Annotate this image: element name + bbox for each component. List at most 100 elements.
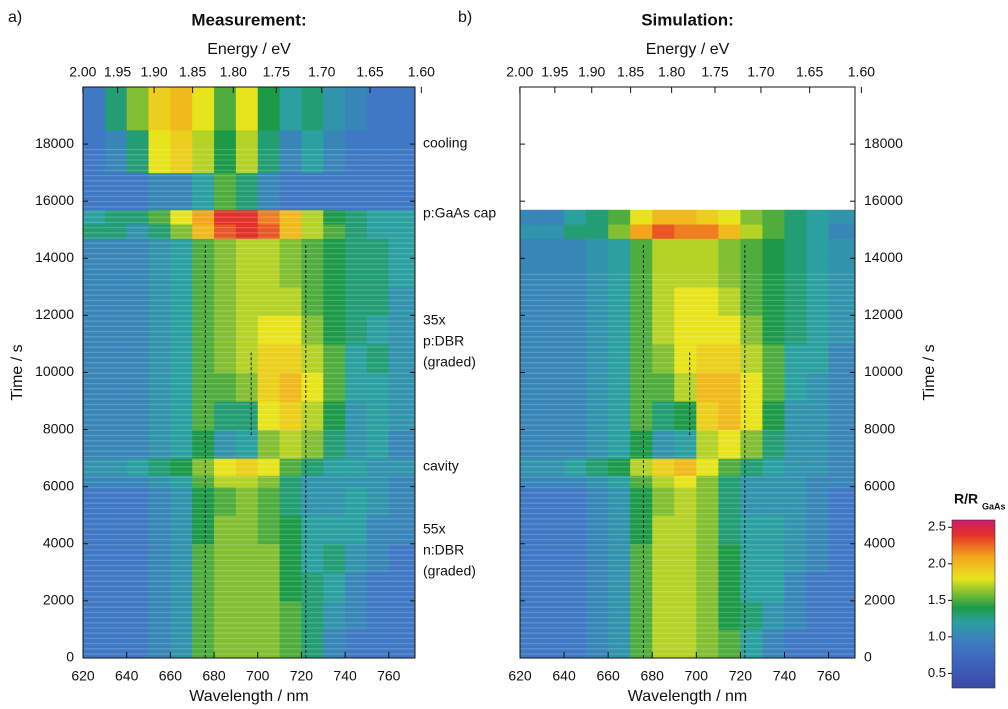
heatmap-cell — [586, 600, 609, 630]
heatmap-cell — [608, 572, 631, 602]
heatmap-cell — [784, 429, 808, 459]
heatmap-cell — [564, 515, 587, 545]
heatmap-cell — [214, 258, 237, 288]
heatmap-cell — [608, 515, 631, 545]
heatmap-cell — [520, 543, 543, 573]
heatmap-cell — [740, 486, 763, 516]
heatmap-cell — [608, 475, 631, 488]
heatmap-cell — [170, 429, 193, 459]
heatmap-cell — [696, 486, 719, 516]
heatmap-cell — [366, 572, 390, 602]
heatmap-cell — [366, 372, 390, 402]
heatmap-cell — [784, 629, 808, 659]
heatmap-cell — [83, 87, 106, 131]
heatmap-cell — [301, 238, 324, 259]
heatmap-cell — [170, 543, 193, 573]
y-tick-label: 2000 — [43, 592, 74, 608]
heatmap-cell — [388, 600, 416, 630]
heatmap-cell — [83, 543, 106, 573]
heatmap-cell — [323, 224, 346, 239]
heatmap-cell — [366, 475, 390, 488]
heatmap-cell — [83, 129, 106, 174]
x2-tick-label: 1.65 — [356, 64, 383, 80]
heatmap-cell — [740, 315, 763, 345]
heatmap-cell — [762, 401, 785, 431]
heatmap-cell — [257, 372, 281, 402]
heatmap-cell — [806, 515, 830, 545]
heatmap-cell — [279, 486, 302, 516]
heatmap-cell — [608, 629, 631, 659]
heatmap-cell — [388, 429, 416, 459]
heatmap-cell — [301, 429, 324, 459]
heatmap-cell — [762, 475, 785, 488]
heatmap-cell — [345, 572, 368, 602]
heatmap-cell — [192, 543, 215, 573]
heatmap-cell — [235, 458, 259, 476]
heatmap-cell — [388, 543, 416, 573]
heatmap-cell — [366, 458, 390, 476]
heatmap-cell — [630, 224, 653, 239]
heatmap-cell — [696, 315, 719, 345]
heatmap-cell — [257, 238, 281, 259]
heatmap-cell — [214, 129, 237, 174]
y-tick-label: 10000 — [35, 363, 74, 379]
heatmap-cell — [126, 172, 150, 211]
heatmap-cell — [345, 87, 368, 131]
heatmap-cell — [388, 209, 416, 225]
heatmap-cell — [608, 209, 631, 225]
layer-annotation: 35x — [423, 312, 446, 328]
heatmap-cell — [564, 429, 587, 459]
heatmap-cell — [586, 401, 609, 431]
x-tick-label: 720 — [290, 668, 314, 684]
heatmap-cell — [696, 343, 719, 373]
heatmap-cell — [718, 600, 741, 630]
x-tick-label: 740 — [773, 668, 797, 684]
heatmap-cell — [652, 486, 675, 516]
x-tick-label: 640 — [552, 668, 576, 684]
heatmap-cell — [148, 543, 171, 573]
heatmap-cell — [301, 475, 324, 488]
heatmap-cell — [740, 401, 763, 431]
heatmap-cell — [828, 286, 856, 316]
heatmap-cell — [323, 343, 346, 373]
colorbar-tick-label: 1.0 — [928, 628, 946, 643]
heatmap-cell — [279, 515, 302, 545]
heatmap-cell — [652, 543, 675, 573]
heatmap-cell — [630, 486, 653, 516]
heatmap-cell — [718, 372, 741, 402]
heatmap-cell — [192, 572, 215, 602]
layer-annotation: (graded) — [423, 563, 476, 579]
heatmap-cell — [192, 315, 215, 345]
y-tick-label: 2000 — [864, 592, 895, 608]
heatmap-cell — [366, 543, 390, 573]
heatmap-cell — [257, 401, 281, 431]
heatmap-cell — [214, 543, 237, 573]
heatmap-cell — [279, 129, 302, 174]
heatmap-cell — [257, 458, 281, 476]
heatmap-cell — [564, 475, 587, 488]
heatmap-cell — [806, 209, 830, 225]
heatmap-cell — [740, 224, 763, 239]
heatmap-cell — [718, 224, 741, 239]
heatmap-cell — [235, 572, 259, 602]
heatmap-cell — [323, 475, 346, 488]
heatmap-cell — [630, 315, 653, 345]
x2-tick-label: 1.85 — [179, 64, 206, 80]
heatmap-cell — [696, 458, 719, 476]
heatmap-cell — [235, 600, 259, 630]
heatmap-cell — [214, 372, 237, 402]
heatmap-cell — [564, 458, 587, 476]
heatmap-cell — [104, 209, 128, 225]
heatmap-cell — [214, 515, 237, 545]
heatmap-cell — [214, 458, 237, 476]
y-tick-label: 6000 — [43, 477, 74, 493]
x2-tick-label: 1.80 — [220, 64, 247, 80]
heatmap-cell — [345, 515, 368, 545]
x-tick-label: 680 — [641, 668, 665, 684]
heatmap-cell — [104, 343, 128, 373]
heatmap-cell — [192, 172, 215, 211]
heatmap-cell — [257, 600, 281, 630]
heatmap-cell — [806, 475, 830, 488]
x-tick-label: 660 — [159, 668, 183, 684]
